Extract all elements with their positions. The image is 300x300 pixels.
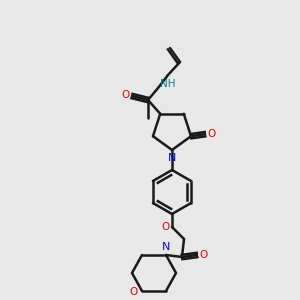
Text: NH: NH — [160, 79, 176, 89]
Text: O: O — [207, 129, 215, 139]
Text: O: O — [199, 250, 207, 260]
Text: N: N — [162, 242, 170, 252]
Text: N: N — [168, 153, 176, 163]
Text: O: O — [130, 287, 138, 297]
Text: O: O — [161, 222, 169, 232]
Text: O: O — [122, 90, 130, 100]
